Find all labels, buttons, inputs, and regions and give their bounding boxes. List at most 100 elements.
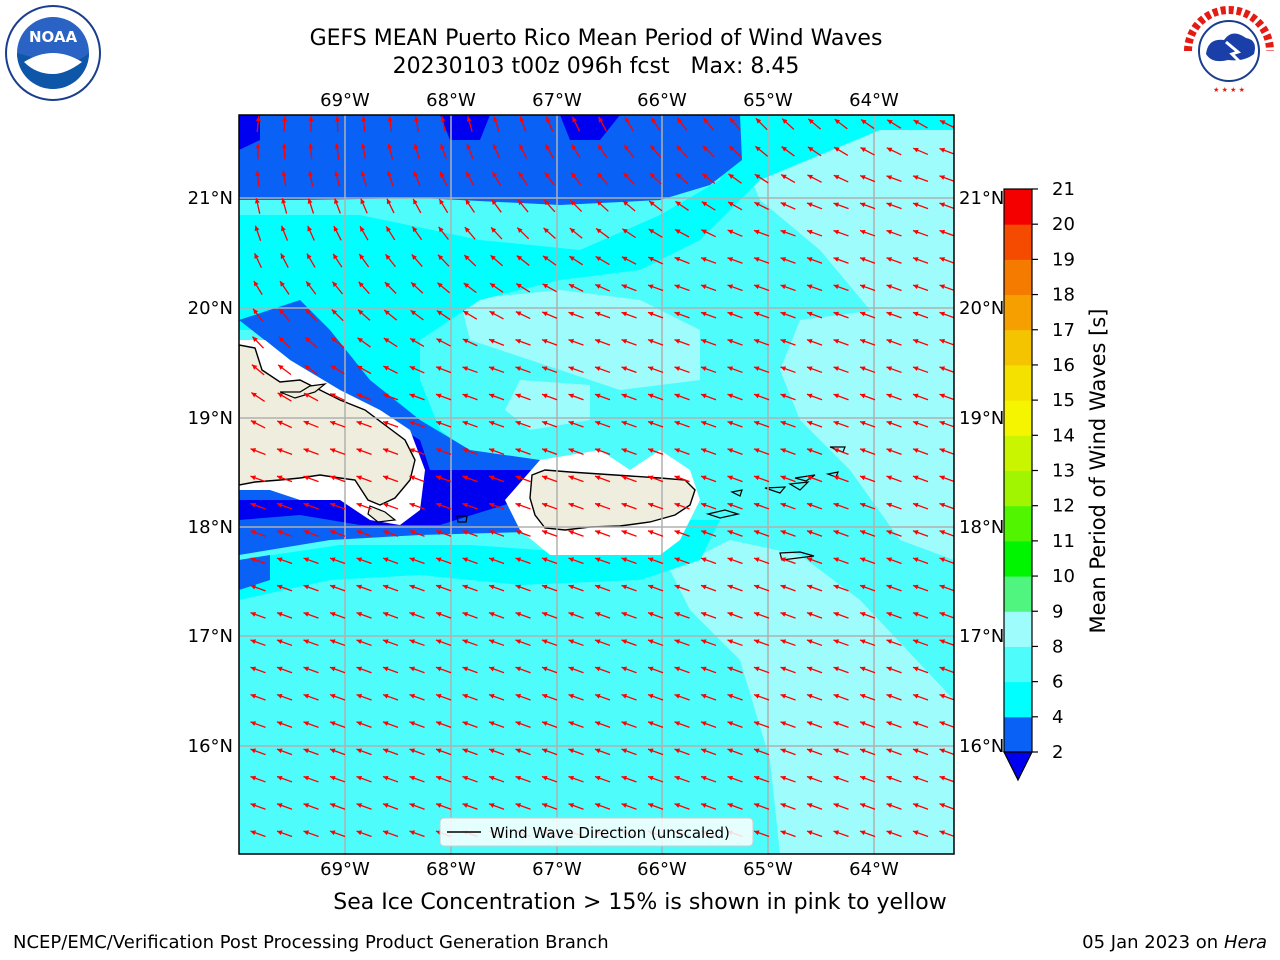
wind-wave-arrow-head xyxy=(276,748,283,754)
wind-wave-arrow-head xyxy=(727,420,734,426)
wind-wave-arrow-head xyxy=(568,557,575,563)
wind-wave-arrow-head xyxy=(700,557,707,563)
wind-wave-arrow-head xyxy=(383,366,389,371)
wind-wave-arrow-head xyxy=(753,639,760,645)
wind-wave-arrow-head xyxy=(727,366,734,372)
wind-wave-arrow-head xyxy=(465,199,471,205)
wind-wave-arrow-head xyxy=(700,475,707,481)
wind-wave-arrow-head xyxy=(700,666,707,672)
wind-wave-arrow-head xyxy=(780,284,787,290)
colorbar-bin xyxy=(1004,259,1032,296)
wind-wave-arrow-head xyxy=(886,257,893,262)
colorbar-tick-label: 19 xyxy=(1052,249,1075,270)
wind-wave-arrow-head xyxy=(674,257,681,262)
wind-wave-arrow-head xyxy=(886,448,893,453)
wind-wave-arrow-head xyxy=(250,448,257,453)
colorbar-tick-label: 9 xyxy=(1052,601,1063,622)
wind-wave-arrow-head xyxy=(492,144,498,150)
wind-wave-arrow-head xyxy=(649,173,656,179)
wind-wave-arrow-head xyxy=(334,170,340,177)
wind-wave-arrow-head xyxy=(307,225,313,232)
wind-wave-arrow-head xyxy=(727,448,734,453)
wind-wave-arrow-head xyxy=(435,584,442,590)
wind-wave-arrow-head xyxy=(518,171,524,178)
wind-wave-arrow-head xyxy=(489,283,496,289)
wind-wave-arrow-head xyxy=(621,721,628,726)
wind-wave-arrow-head xyxy=(541,502,548,508)
wind-wave-arrow-head xyxy=(276,502,283,508)
lon-label-bottom: 66°W xyxy=(637,859,687,880)
wind-wave-arrow-head xyxy=(647,557,654,563)
wind-wave-arrow-head xyxy=(647,530,654,535)
wind-wave-arrow-head xyxy=(357,365,363,371)
wind-wave-arrow-head xyxy=(859,202,866,208)
wind-wave-arrow-head xyxy=(409,475,416,481)
wind-wave-arrow-head xyxy=(912,612,919,617)
wind-wave-arrow-head xyxy=(462,612,469,617)
map-gridlines xyxy=(239,115,954,854)
wind-wave-arrow-head xyxy=(515,721,522,726)
wind-wave-arrow-head xyxy=(833,284,840,290)
wind-wave-arrow-head xyxy=(250,830,257,836)
wind-wave-arrow-head xyxy=(912,257,919,262)
wind-wave-arrow-head xyxy=(806,502,813,508)
colorbar-tick-label: 20 xyxy=(1052,214,1075,235)
wind-wave-arrow-head xyxy=(598,116,604,123)
wind-wave-arrow-head xyxy=(912,420,919,426)
wind-wave-arrow-head xyxy=(806,612,813,617)
wind-wave-arrow-head xyxy=(385,254,391,260)
wind-wave-arrow-head xyxy=(833,748,840,754)
wind-wave-arrow-head xyxy=(329,721,336,726)
wind-wave-arrow-head xyxy=(356,557,363,563)
wind-wave-arrow-head xyxy=(859,311,866,317)
wind-wave-arrow-head xyxy=(435,502,442,508)
lat-label-right: 21°N xyxy=(959,188,1004,209)
wind-wave-arrow-head xyxy=(886,584,893,590)
wind-wave-arrow-head xyxy=(886,639,893,645)
wind-wave-arrow-head xyxy=(859,557,866,563)
colorbar-bin xyxy=(1004,364,1032,401)
wind-wave-arrow-head xyxy=(331,309,338,315)
wind-wave-arrow-head xyxy=(462,393,469,399)
wind-wave-arrow-head xyxy=(939,420,946,426)
wind-wave-arrow-head xyxy=(329,557,336,563)
wind-wave-arrow-head xyxy=(621,475,628,481)
wind-wave-arrow-head xyxy=(435,557,442,563)
wind-wave-arrow-head xyxy=(517,227,523,233)
wind-wave-arrow-head xyxy=(886,339,893,344)
wind-wave-arrow-head xyxy=(515,448,522,453)
wind-wave-arrow-head xyxy=(594,557,601,563)
wind-wave-arrow-head xyxy=(886,693,893,699)
wind-wave-arrow-head xyxy=(701,229,707,235)
wind-wave-arrow-head xyxy=(647,666,654,672)
wind-wave-arrow-head xyxy=(594,475,601,481)
colorbar-tick-label: 13 xyxy=(1052,461,1075,482)
wind-wave-arrow-head xyxy=(515,420,522,426)
wind-wave-arrow-head xyxy=(384,310,390,316)
wind-wave-arrow-head xyxy=(250,502,257,508)
wind-wave-arrow-head xyxy=(674,530,681,535)
wind-wave-arrow-head xyxy=(806,693,813,699)
wind-wave-arrow-head xyxy=(435,448,442,453)
wind-wave-arrow-head xyxy=(281,170,287,177)
wind-wave-arrow-head xyxy=(515,475,522,481)
wind-wave-arrow-head xyxy=(912,475,919,481)
wind-wave-arrow-head xyxy=(674,311,681,317)
wind-wave-arrow-head xyxy=(276,721,283,726)
wind-wave-arrow-head xyxy=(912,229,919,235)
wind-wave-arrow-head xyxy=(541,775,548,781)
wind-wave-arrow-head xyxy=(674,612,681,617)
wind-wave-arrow-head xyxy=(886,311,893,317)
colorbar-bin xyxy=(1004,329,1032,366)
wind-wave-arrow-head xyxy=(488,639,495,645)
wind-wave-arrow-head xyxy=(833,366,840,372)
wind-wave-arrow-head xyxy=(435,612,442,617)
wind-wave-arrow-head xyxy=(806,420,813,426)
wind-wave-arrow-head xyxy=(834,119,841,125)
wind-wave-arrow-head xyxy=(753,557,760,563)
wind-wave-arrow-head xyxy=(754,174,761,180)
wind-wave-arrow-head xyxy=(621,612,628,617)
lat-label-left: 20°N xyxy=(188,298,233,319)
wind-wave-arrow-head xyxy=(647,721,654,726)
wind-wave-arrow-head xyxy=(382,475,389,481)
